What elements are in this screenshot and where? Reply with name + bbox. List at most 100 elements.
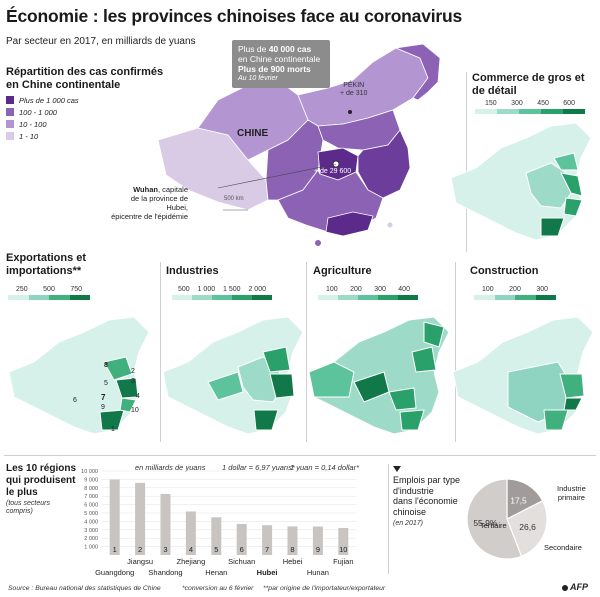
legend-item: 100 - 1 000 — [6, 107, 79, 117]
source-note: Source : Bureau national des statistique… — [8, 585, 161, 592]
bar-rank-label: 9 — [316, 545, 320, 554]
rank-label-10: 10 — [131, 407, 139, 414]
pie-value-label: 17,5 — [510, 495, 527, 505]
bar-rank-label: 4 — [189, 545, 193, 554]
cases-callout: Plus de 40 000 cas en Chine continentale… — [232, 40, 330, 88]
exports-map — [8, 316, 150, 435]
rank-label-3: 3 — [131, 378, 135, 385]
bar-fujian — [338, 527, 349, 555]
bar-jiangsu — [135, 482, 146, 555]
afp-logo-icon — [562, 584, 568, 591]
y-tick-label: 2 000 — [84, 536, 98, 542]
wuhan-annotation: Wuhan, capitale de la province de Hubei,… — [111, 185, 188, 221]
wuhan-leader-line — [217, 163, 337, 189]
main-map-heading: Répartition des cas confirmés en Chine c… — [6, 66, 164, 91]
rank-label-4: 4 — [136, 393, 140, 400]
pie-heading: Emplois par type d'industrie dans l'écon… — [393, 475, 461, 517]
bar-category-label: Henan — [205, 568, 227, 577]
legend-swatch — [6, 96, 14, 104]
y-tick-label: 10 000 — [81, 469, 98, 475]
y-tick-label: 5 000 — [84, 511, 98, 517]
bar-section-heading: Les 10 régions qui produisent le plus — [6, 463, 77, 498]
exports-heading: Exportations et importations** — [6, 252, 87, 277]
main-map-legend: Plus de 1 000 cas 100 - 1 000 10 - 100 1… — [6, 95, 79, 141]
pie-heading-marker — [393, 466, 401, 472]
pie-slice — [506, 500, 548, 558]
bar-category-label: Hubei — [257, 568, 278, 577]
exports-scale: 250 500 750 — [8, 286, 90, 300]
island-taiwan — [387, 222, 393, 228]
exchange-rate-2: 1 yuan = 0,14 dollar* — [290, 463, 360, 472]
bar-category-label: Hunan — [307, 568, 329, 577]
pie-value-label: 55,9% — [473, 518, 498, 528]
bar-sichuan — [236, 523, 247, 555]
bar-rank-label: 7 — [265, 545, 269, 554]
agriculture-scale: 100 200 300 400 — [318, 286, 418, 300]
bar-rank-label: 10 — [339, 545, 347, 554]
bar-category-label: Shandong — [148, 568, 182, 577]
pie-chart: 17,5 26,6 55,9% — [466, 478, 548, 560]
legend-item: 1 - 10 — [6, 131, 79, 141]
region-northeast — [394, 43, 441, 101]
rank-label-7: 7 — [101, 393, 106, 402]
rank-label-6: 6 — [73, 397, 77, 404]
bar-guangdong — [109, 479, 120, 555]
bar-category-label: Jiangsu — [127, 557, 153, 566]
commerce-scale: 150 300 450 600 — [475, 100, 585, 114]
china-label: CHINE — [237, 128, 269, 139]
rank-label-5: 5 — [104, 380, 108, 387]
region-east — [357, 129, 411, 199]
industries-scale: 500 1 000 1 500 2 000 — [172, 286, 272, 300]
y-tick-label: 8 000 — [84, 486, 98, 492]
bar-section-note: (tous secteurs compris) — [6, 500, 50, 515]
pie-value-label: 26,6 — [519, 522, 536, 532]
pie-label-secondary: Secondaire — [544, 543, 582, 552]
legend-swatch — [6, 132, 14, 140]
agriculture-map — [308, 316, 450, 435]
commerce-map — [450, 122, 592, 241]
bar-category-label: Hebei — [283, 557, 303, 566]
scale-label: 500 km — [224, 196, 244, 202]
bar-rank-label: 2 — [138, 545, 142, 554]
bar-henan — [211, 517, 222, 555]
agriculture-heading: Agriculture — [313, 265, 372, 277]
bar-chart: 10 000 9 000 8 000 7 000 6 000 5 000 4 000 3 00… — [81, 469, 356, 577]
industries-heading: Industries — [166, 265, 219, 277]
bar-unit-label: en milliards de yuans — [135, 463, 206, 472]
island-hainan — [315, 240, 321, 246]
rank-label-2: 2 — [131, 368, 135, 375]
bar-hubei — [262, 525, 273, 555]
bar-rank-label: 1 — [113, 545, 117, 554]
bar-category-label: Zhejiang — [177, 557, 206, 566]
origin-note: **par origine de l'importateur/exportate… — [263, 585, 386, 592]
bar-rank-label: 6 — [240, 545, 244, 554]
bar-hunan — [312, 526, 323, 555]
y-tick-label: 3 000 — [84, 528, 98, 534]
main-cases-map — [157, 43, 441, 246]
industries-map — [162, 316, 304, 435]
bar-category-label: Fujian — [333, 557, 353, 566]
bar-rank-label: 8 — [290, 545, 294, 554]
y-tick-label: 6 000 — [84, 503, 98, 509]
beijing-pin — [348, 110, 352, 114]
construction-heading: Construction — [470, 265, 539, 277]
pie-label-primary: Industrie primaire — [557, 484, 586, 502]
exchange-rate-1: 1 dollar = 6,97 yuans* — [222, 463, 295, 472]
bar-zhejiang — [185, 511, 196, 555]
legend-swatch — [6, 120, 14, 128]
page-title: Économie : les provinces chinoises face … — [6, 6, 463, 26]
y-tick-label: 7 000 — [84, 494, 98, 500]
pie-label-tertiary: Tertiaire — [480, 521, 507, 530]
rank-label-8: 8 — [104, 362, 108, 369]
bar-hebei — [287, 526, 298, 555]
rank-label-1: 1 — [111, 426, 115, 433]
legend-item: Plus de 1 000 cas — [6, 95, 79, 105]
bar-category-label: Guangdong — [95, 568, 134, 577]
bar-rank-label: 3 — [163, 545, 167, 554]
pie-slice — [506, 478, 544, 520]
region-guangdong — [325, 211, 374, 237]
construction-map — [452, 316, 594, 435]
conversion-note: *conversion au 6 février — [182, 585, 254, 592]
beijing-label: PÉKIN + de 310 — [340, 82, 368, 97]
commerce-heading: Commerce de gros et de détail — [472, 72, 585, 97]
